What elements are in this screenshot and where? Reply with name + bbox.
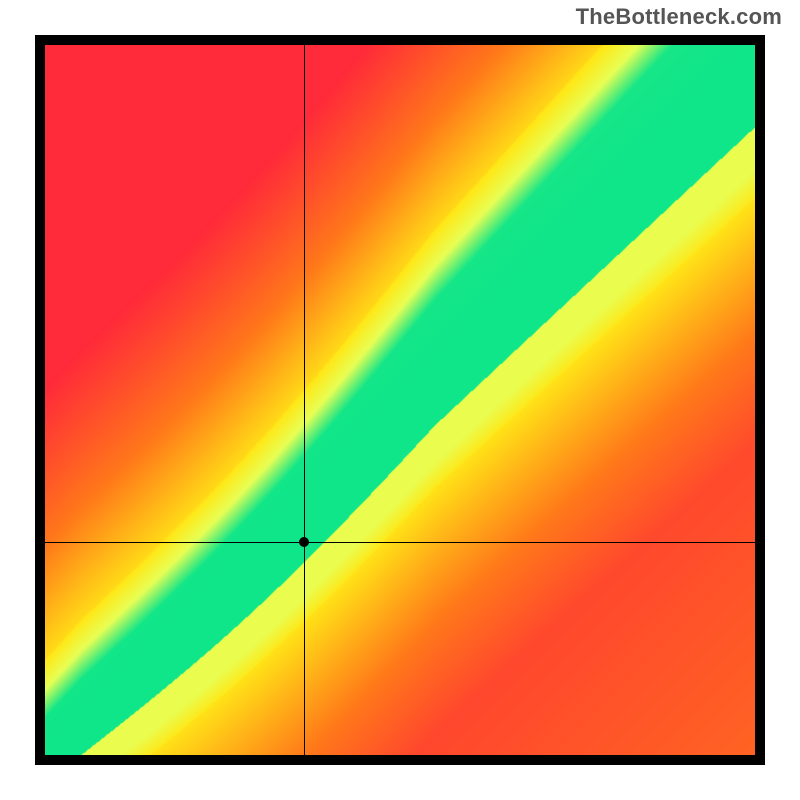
crosshair-horizontal: [45, 542, 755, 543]
crosshair-vertical: [304, 45, 305, 755]
root-container: TheBottleneck.com: [0, 0, 800, 800]
heatmap-canvas: [45, 45, 755, 755]
watermark-text: TheBottleneck.com: [576, 4, 782, 30]
plot-area: [45, 45, 755, 755]
